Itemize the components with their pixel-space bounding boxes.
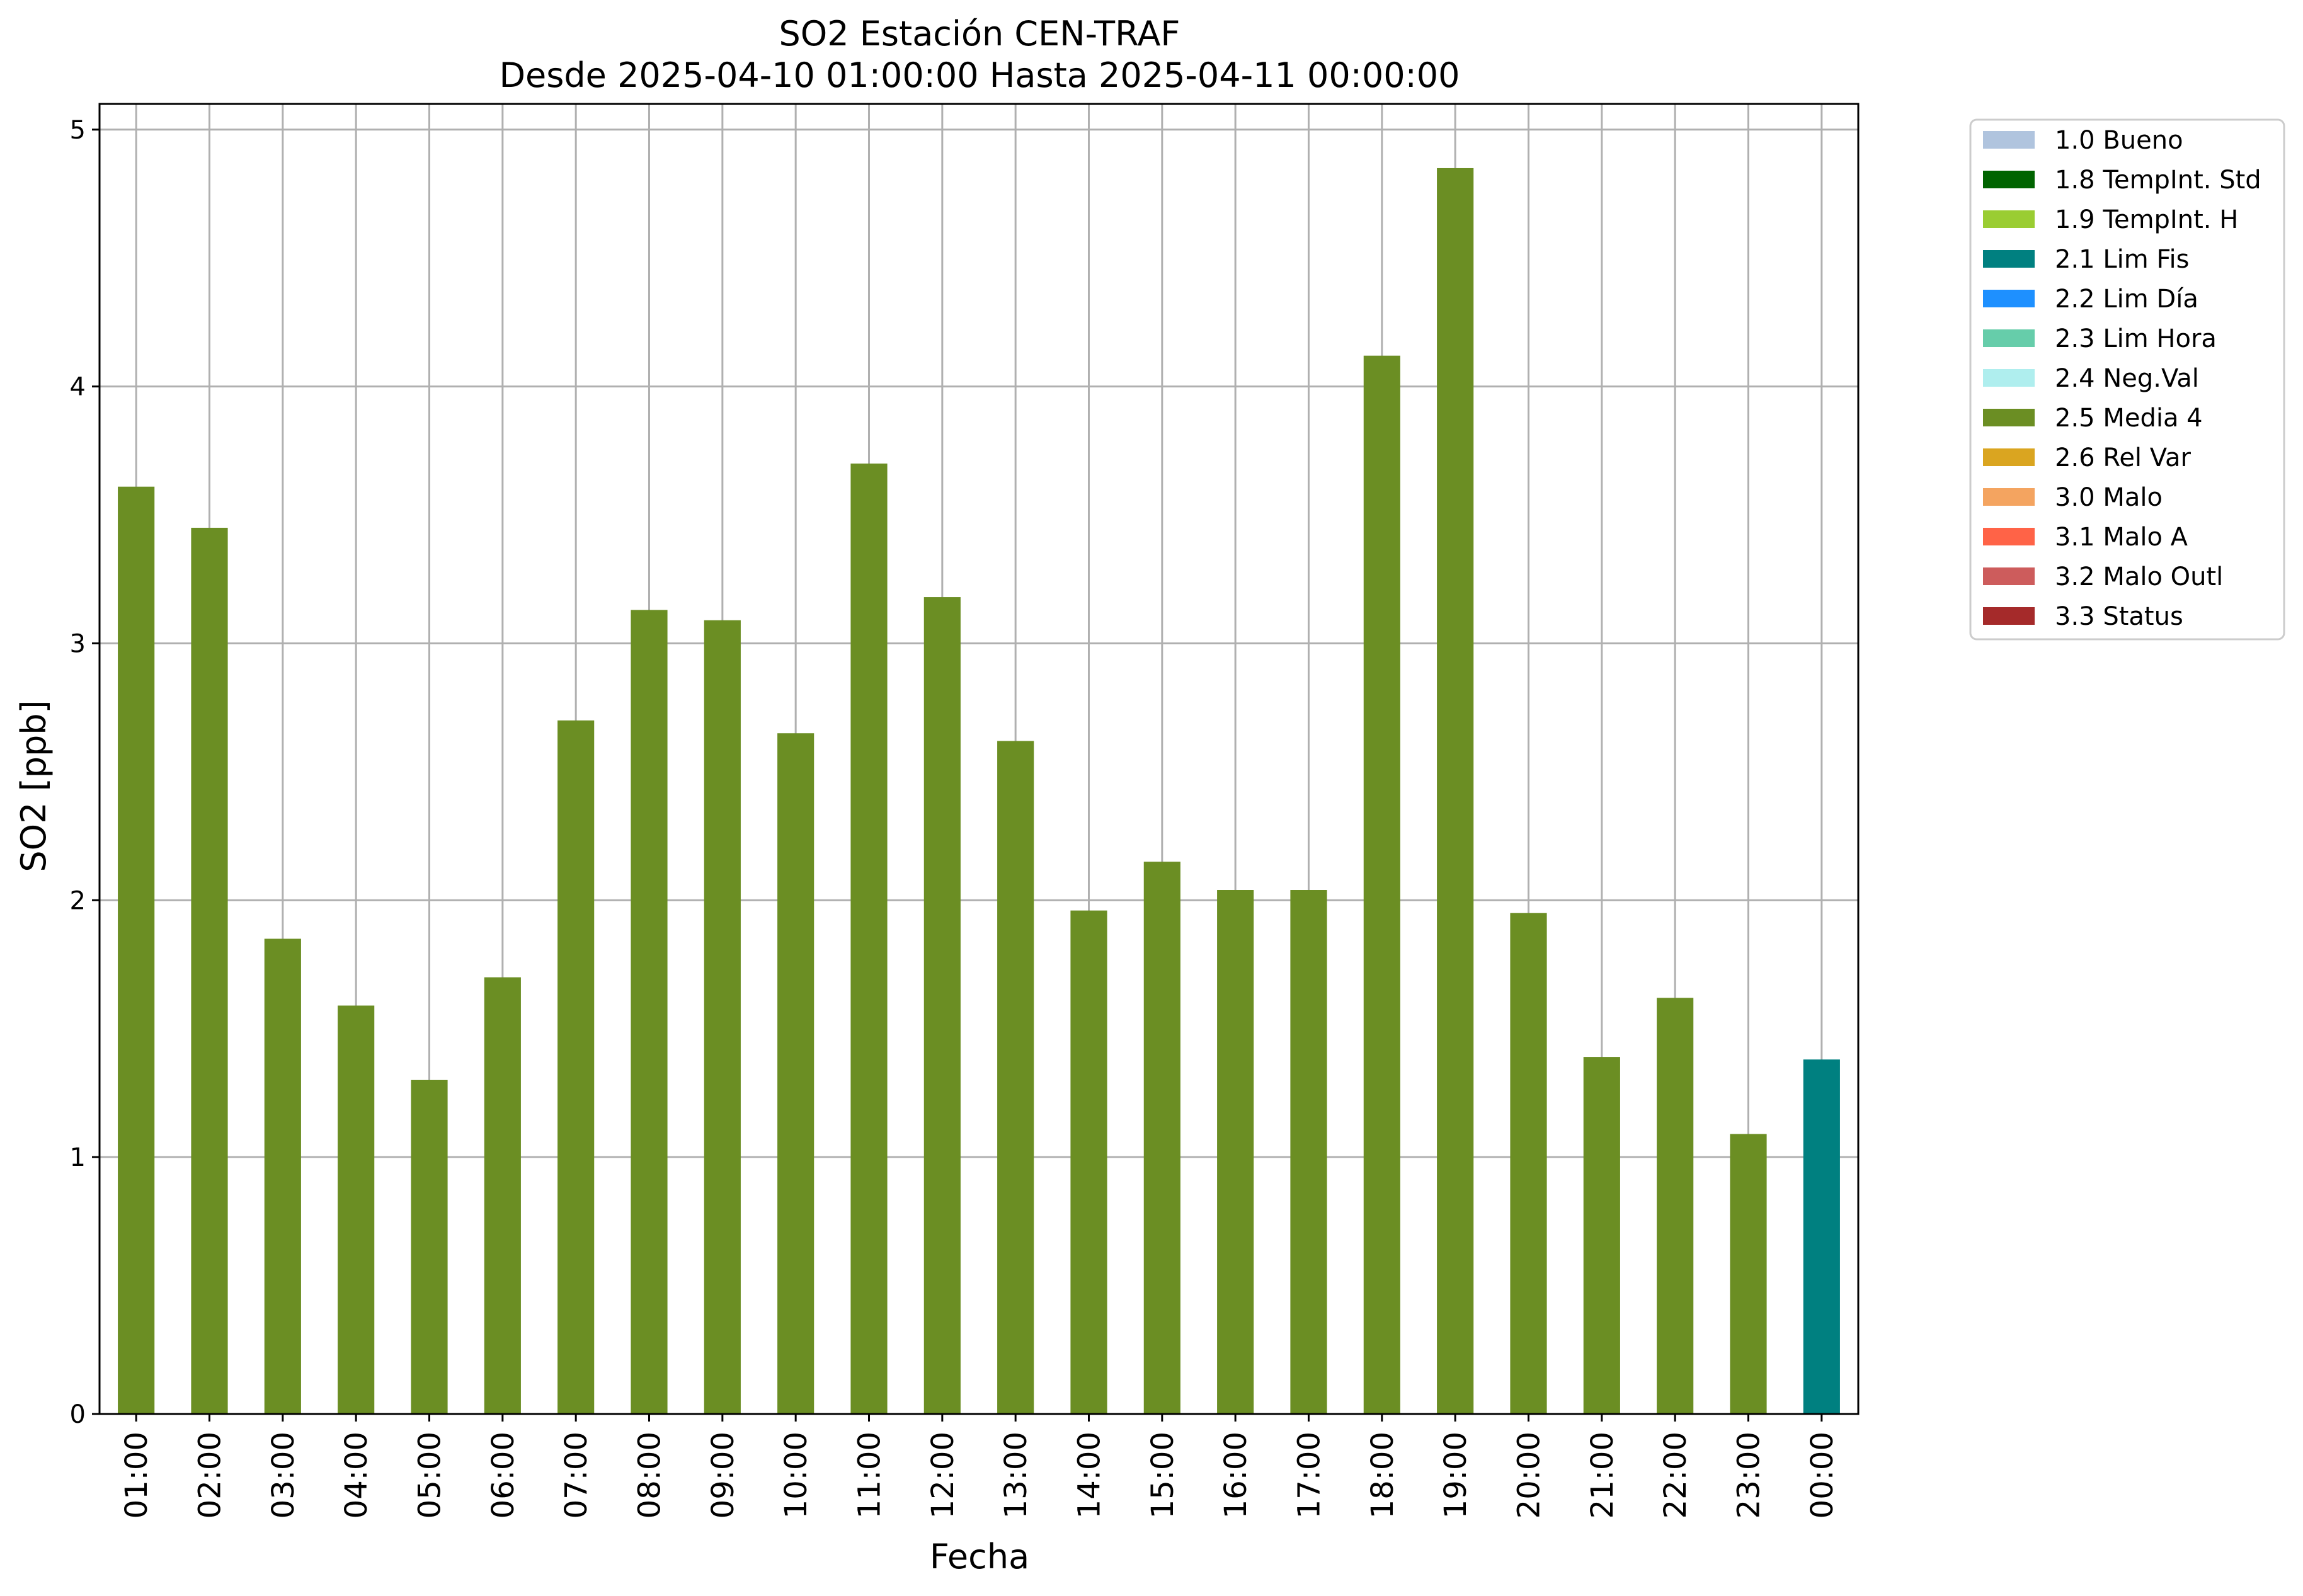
y-tick-label: 0 bbox=[70, 1400, 86, 1429]
y-tick-label: 2 bbox=[70, 886, 86, 915]
x-tick-label: 23:00 bbox=[1732, 1432, 1767, 1519]
bar-0900 bbox=[704, 620, 741, 1415]
legend-label: 2.1 Lim Fis bbox=[2055, 245, 2189, 274]
bar-1300 bbox=[997, 741, 1034, 1414]
bar-1600 bbox=[1217, 890, 1254, 1414]
x-tick-label: 09:00 bbox=[706, 1432, 741, 1519]
bar-1700 bbox=[1290, 890, 1327, 1414]
bar-1500 bbox=[1143, 862, 1180, 1414]
bars bbox=[118, 168, 1840, 1415]
x-tick-label: 05:00 bbox=[413, 1432, 448, 1519]
x-tick-label: 18:00 bbox=[1365, 1432, 1400, 1519]
legend-swatch bbox=[1983, 329, 2035, 347]
x-tick-label: 03:00 bbox=[266, 1432, 301, 1519]
legend-label: 2.2 Lim Día bbox=[2055, 285, 2198, 314]
legend-label: 2.4 Neg.Val bbox=[2055, 364, 2199, 393]
x-tick-label: 11:00 bbox=[852, 1432, 888, 1519]
y-tick-label: 1 bbox=[70, 1143, 86, 1172]
bar-1800 bbox=[1363, 355, 1400, 1414]
legend-label: 2.5 Media 4 bbox=[2055, 404, 2203, 433]
legend-swatch bbox=[1983, 409, 2035, 426]
legend-label: 3.3 Status bbox=[2055, 602, 2183, 631]
legend-label: 1.0 Bueno bbox=[2055, 126, 2183, 155]
legend-swatch bbox=[1983, 528, 2035, 545]
x-axis-label: Fecha bbox=[930, 1537, 1029, 1576]
x-tick-label: 16:00 bbox=[1218, 1432, 1254, 1519]
bar-0600 bbox=[484, 977, 521, 1414]
legend-swatch bbox=[1983, 369, 2035, 387]
x-tick-label: 15:00 bbox=[1145, 1432, 1180, 1519]
legend-swatch bbox=[1983, 171, 2035, 188]
legend-swatch bbox=[1983, 131, 2035, 149]
plot-frame bbox=[98, 103, 1860, 1415]
y-tick-label: 4 bbox=[70, 373, 86, 402]
legend-swatch bbox=[1983, 488, 2035, 506]
bar-0700 bbox=[557, 720, 595, 1414]
legend-swatch bbox=[1983, 210, 2035, 228]
x-tick-label: 02:00 bbox=[193, 1432, 228, 1519]
bar-2300 bbox=[1730, 1134, 1767, 1414]
x-tick-label: 22:00 bbox=[1658, 1432, 1693, 1519]
bar-1900 bbox=[1437, 168, 1474, 1414]
bar-0100 bbox=[118, 486, 155, 1414]
bar-2200 bbox=[1657, 998, 1694, 1414]
x-tick-label: 01:00 bbox=[119, 1432, 154, 1519]
legend-swatch bbox=[1983, 607, 2035, 625]
legend: 1.0 Bueno 1.8 TempInt. Std 1.9 TempInt. H 2… bbox=[1969, 118, 2285, 641]
legend-swatch bbox=[1983, 250, 2035, 268]
bar-0800 bbox=[631, 610, 668, 1415]
x-tick-label: 20:00 bbox=[1512, 1432, 1547, 1519]
legend-swatch bbox=[1983, 567, 2035, 585]
x-tick-label: 13:00 bbox=[998, 1432, 1034, 1519]
legend-swatch bbox=[1983, 290, 2035, 307]
bar-1200 bbox=[923, 597, 961, 1414]
legend-label: 1.8 TempInt. Std bbox=[2055, 166, 2261, 195]
legend-box bbox=[1969, 118, 2285, 641]
x-tick-label: 00:00 bbox=[1805, 1432, 1840, 1519]
bar-1000 bbox=[777, 733, 814, 1414]
x-tick-label: 06:00 bbox=[486, 1432, 521, 1519]
y-axis-ticks: 0 1 2 3 4 5 bbox=[70, 116, 100, 1429]
x-tick-label: 12:00 bbox=[925, 1432, 961, 1519]
y-tick-label: 3 bbox=[70, 629, 86, 658]
bar-2100 bbox=[1583, 1057, 1620, 1414]
bar-1100 bbox=[850, 463, 888, 1414]
legend-label: 1.9 TempInt. H bbox=[2055, 205, 2238, 234]
bar-1400 bbox=[1070, 910, 1107, 1414]
legend-label: 3.2 Malo Outl bbox=[2055, 562, 2223, 591]
bar-0400 bbox=[338, 1005, 375, 1414]
bar-0000 bbox=[1803, 1059, 1840, 1414]
bar-0200 bbox=[191, 527, 228, 1414]
x-tick-label: 07:00 bbox=[559, 1432, 594, 1519]
bar-0500 bbox=[411, 1080, 448, 1414]
x-axis-ticks: 01:00 02:00 03:00 04:00 05:00 06:00 07:00 08:00… bbox=[119, 1414, 1840, 1519]
bar-0300 bbox=[264, 938, 301, 1414]
x-tick-label: 21:00 bbox=[1585, 1432, 1620, 1519]
x-tick-label: 19:00 bbox=[1438, 1432, 1473, 1519]
bar-2000 bbox=[1510, 913, 1547, 1414]
legend-swatch bbox=[1983, 448, 2035, 466]
legend-label: 2.6 Rel Var bbox=[2055, 443, 2192, 472]
x-tick-label: 10:00 bbox=[779, 1432, 814, 1519]
legend-label: 3.1 Malo A bbox=[2055, 523, 2188, 552]
x-tick-label: 04:00 bbox=[339, 1432, 374, 1519]
x-tick-label: 14:00 bbox=[1072, 1432, 1107, 1519]
y-axis-label: SO2 [ppb] bbox=[14, 700, 54, 872]
y-tick-label: 5 bbox=[70, 116, 86, 145]
chart-subtitle: Desde 2025-04-10 01:00:00 Hasta 2025-04-… bbox=[499, 55, 1460, 95]
x-tick-label: 08:00 bbox=[632, 1432, 668, 1519]
legend-label: 2.3 Lim Hora bbox=[2055, 324, 2217, 353]
x-tick-label: 17:00 bbox=[1292, 1432, 1327, 1519]
chart-title: SO2 Estación CEN-TRAF bbox=[779, 14, 1180, 54]
legend-label: 3.0 Malo bbox=[2055, 483, 2163, 512]
